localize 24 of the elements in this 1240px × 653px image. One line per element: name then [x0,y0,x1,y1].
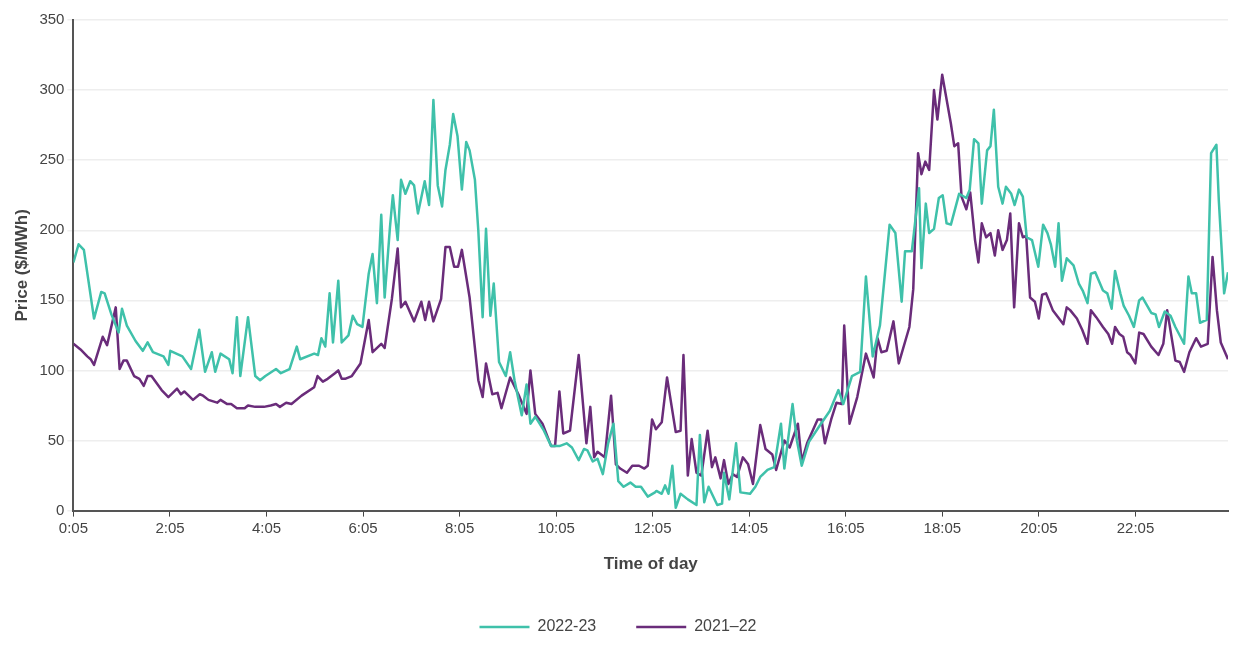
y-tick-label: 150 [39,290,65,308]
x-tick-label: 8:05 [445,518,475,536]
y-tick-label: 300 [39,80,65,98]
x-axis-title: Time of day [603,554,699,574]
y-axis-title: Price ($/MWh) [11,209,31,322]
x-tick-label: 22:05 [1116,518,1155,536]
y-tick-label: 0 [56,500,65,518]
x-tick-label: 12:05 [633,518,672,536]
legend-label: 2022-23 [537,617,597,635]
x-tick-label: 20:05 [1020,518,1058,536]
y-tick-label: 100 [39,360,65,378]
x-tick-label: 6:05 [348,518,378,536]
x-tick-label: 2:05 [155,518,185,536]
y-tick-label: 250 [39,150,65,168]
x-tick-label: 10:05 [537,518,575,536]
x-tick-label: 0:05 [58,518,89,536]
legend-label: 2021–22 [694,617,757,635]
y-tick-label: 200 [39,220,65,238]
x-tick-label: 16:05 [827,518,865,536]
y-tick-label: 350 [39,10,65,28]
x-tick-label: 14:05 [730,518,769,536]
x-tick-label: 18:05 [923,518,962,536]
y-tick-label: 50 [47,430,65,448]
x-tick-label: 4:05 [251,518,282,536]
